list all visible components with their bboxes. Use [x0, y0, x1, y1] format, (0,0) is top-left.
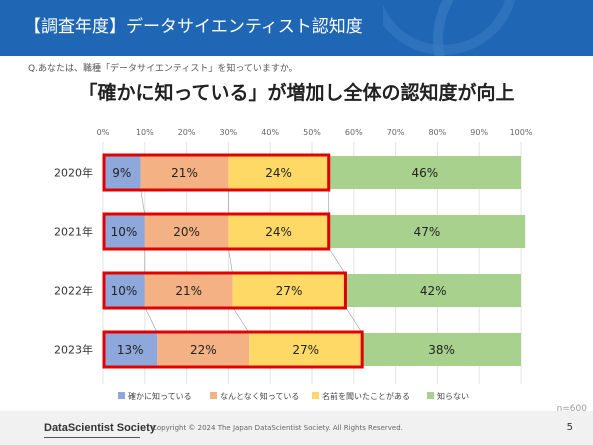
data-label: 42% [420, 284, 447, 298]
bar-segment [157, 333, 250, 366]
data-label: 24% [265, 166, 292, 180]
highlight-box [102, 153, 331, 192]
bar-segment [228, 156, 329, 189]
bar-segment [345, 274, 521, 307]
data-label: 38% [428, 343, 455, 357]
highlight-box [102, 271, 347, 310]
logo-underline [44, 437, 140, 438]
title-bar: 【調査年度】データサイエンティスト認知度 [0, 0, 593, 56]
series-connector-line [345, 306, 363, 334]
legend-label: 知らない [437, 391, 469, 401]
data-label: 10% [111, 284, 138, 298]
series-connector-line [232, 306, 250, 334]
bar-segment [140, 156, 229, 189]
data-label: 22% [190, 343, 217, 357]
legend-swatch [118, 392, 125, 399]
highlight-box [102, 212, 331, 251]
series-connector-line [140, 188, 146, 216]
bar-segment [328, 215, 526, 248]
x-tick-label: 90% [470, 128, 488, 137]
bar-segment [362, 333, 521, 366]
bar-segment [144, 215, 229, 248]
x-tick-label: 40% [261, 128, 279, 137]
headline: 「確かに知っている」が増加し全体の認知度が向上 [78, 82, 515, 104]
series-connector-line [228, 247, 233, 275]
legend-label: 名前を聞いたことがある [322, 391, 410, 401]
x-tick-label: 80% [429, 128, 447, 137]
page-number: 5 [566, 422, 573, 433]
bar-segment [228, 215, 329, 248]
bar-segment [103, 274, 145, 307]
logo: DataScientist Society [44, 422, 156, 434]
data-label: 20% [173, 225, 200, 239]
x-tick-label: 50% [303, 128, 321, 137]
legend-swatch [427, 392, 434, 399]
decorative-circles-icon [383, 0, 593, 56]
series-connector-line [328, 247, 346, 275]
data-label: 13% [117, 343, 144, 357]
legend-swatch [312, 392, 319, 399]
category-label: 2023年 [54, 343, 93, 357]
x-tick-label: 100% [510, 128, 533, 137]
sample-size-note: n=600 [556, 404, 587, 414]
x-tick-label: 0% [97, 128, 110, 137]
category-label: 2021年 [54, 225, 93, 239]
legend-swatch [210, 392, 217, 399]
x-tick-label: 20% [178, 128, 196, 137]
legend-label: なんとなく知っている [220, 391, 299, 401]
x-tick-label: 30% [220, 128, 238, 137]
data-label: 21% [175, 284, 202, 298]
bar-segment [103, 156, 141, 189]
data-label: 47% [414, 225, 441, 239]
copyright: Copyright © 2024 The Japan DataScientist… [152, 424, 403, 432]
bar-segment [249, 333, 363, 366]
data-label: 27% [276, 284, 303, 298]
bar-segment [144, 274, 233, 307]
legend-label: 確かに知っている [128, 391, 192, 401]
x-tick-label: 60% [345, 128, 363, 137]
bar-segment [232, 274, 346, 307]
data-label: 24% [265, 225, 292, 239]
bar-segment [103, 333, 158, 366]
footer: DataScientist Society Copyright © 2024 T… [0, 411, 593, 445]
data-label: 46% [412, 166, 439, 180]
category-label: 2020年 [54, 166, 93, 180]
highlight-box [102, 330, 364, 369]
bar-segment [328, 156, 521, 189]
data-label: 10% [111, 225, 138, 239]
series-connector-line [144, 306, 158, 334]
category-label: 2022年 [54, 284, 93, 298]
bar-segment [103, 215, 145, 248]
survey-question: Q.あなたは、職種「データサイエンティスト」を知っていますか。 [28, 64, 298, 74]
x-tick-label: 10% [136, 128, 154, 137]
data-label: 9% [112, 166, 131, 180]
data-label: 27% [292, 343, 319, 357]
x-tick-label: 70% [387, 128, 405, 137]
data-label: 21% [171, 166, 198, 180]
page-title: 【調査年度】データサイエンティスト認知度 [24, 17, 363, 37]
